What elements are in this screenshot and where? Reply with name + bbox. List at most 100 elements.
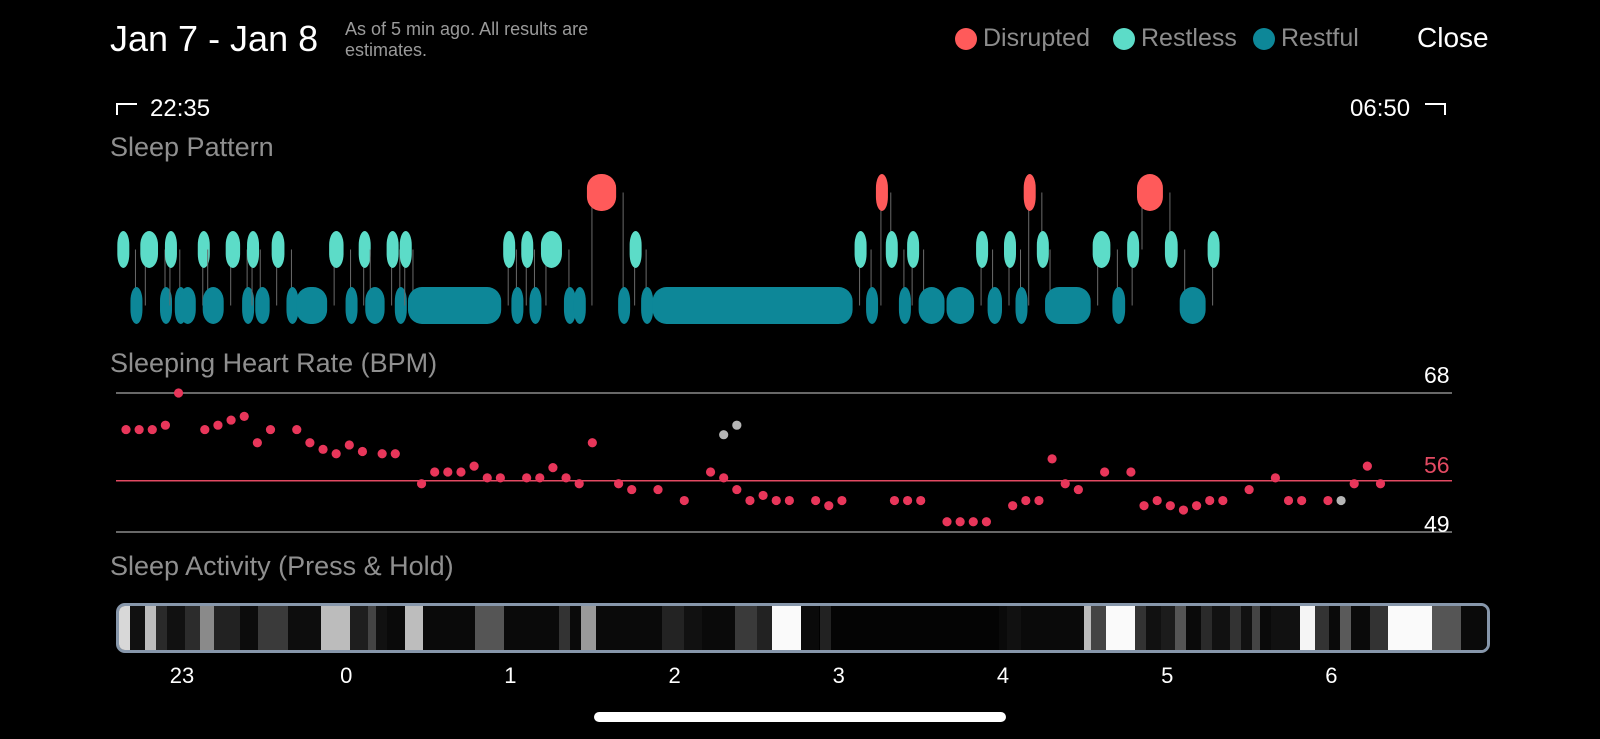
sleep-segment-restful bbox=[365, 287, 385, 324]
activity-block bbox=[1105, 606, 1135, 650]
hour-tick-label: 0 bbox=[340, 663, 353, 688]
sleep-segment-restless bbox=[629, 231, 642, 268]
sleep-segment-restful bbox=[179, 287, 196, 324]
sleep-segment-restless bbox=[247, 231, 260, 268]
activity-block bbox=[1340, 606, 1352, 650]
activity-block bbox=[199, 606, 215, 650]
hr-point bbox=[1139, 501, 1149, 511]
hour-tick-label: 2 bbox=[668, 663, 681, 688]
activity-block bbox=[423, 606, 475, 650]
hr-point-excluded bbox=[719, 430, 729, 440]
sleep-segment-restful bbox=[286, 287, 299, 324]
hr-point bbox=[265, 424, 276, 435]
hr-point bbox=[469, 461, 479, 471]
activity-block bbox=[155, 606, 167, 650]
activity-block bbox=[999, 606, 1007, 650]
hr-point bbox=[1218, 495, 1228, 506]
sleep-segment-restless bbox=[1207, 231, 1220, 268]
hr-point bbox=[226, 415, 236, 425]
sleep-segment-restful bbox=[573, 287, 586, 324]
hr-point bbox=[614, 479, 624, 489]
activity-block bbox=[240, 606, 259, 650]
activity-block bbox=[1369, 606, 1388, 650]
activity-block bbox=[702, 606, 736, 650]
sleep-segment-restless bbox=[117, 231, 130, 268]
activity-block bbox=[1351, 606, 1370, 650]
activity-block bbox=[1461, 606, 1487, 650]
sleep-pattern-title: Sleep Pattern bbox=[110, 132, 274, 162]
activity-block bbox=[1299, 606, 1315, 650]
hr-point bbox=[1375, 479, 1386, 489]
hr-point bbox=[147, 424, 157, 435]
sleep-segment-restless bbox=[358, 231, 371, 268]
sleep-segment-restful bbox=[1179, 287, 1206, 324]
sleep-activity-bar[interactable] bbox=[116, 603, 1490, 653]
sleep-segment-restless bbox=[885, 231, 898, 268]
sleep-segment-restless bbox=[540, 231, 562, 268]
sleep-segment-restful bbox=[641, 287, 654, 324]
activity-block bbox=[1175, 606, 1187, 650]
hr-point bbox=[968, 517, 978, 527]
activity-block bbox=[320, 606, 351, 650]
sleep-segment-restless bbox=[399, 231, 412, 268]
hr-point bbox=[1126, 467, 1136, 477]
activity-block bbox=[258, 606, 288, 650]
sleep-segment-disrupted bbox=[586, 174, 617, 211]
activity-block bbox=[214, 606, 241, 650]
start-time: 22:35 bbox=[116, 95, 210, 123]
sleep-segment-restful bbox=[1112, 287, 1126, 324]
activity-block bbox=[683, 606, 703, 650]
hr-point bbox=[1034, 495, 1044, 506]
hr-point bbox=[811, 495, 821, 506]
hr-point bbox=[679, 495, 689, 506]
activity-block bbox=[405, 606, 424, 650]
hour-tick-label: 3 bbox=[832, 663, 845, 688]
hr-point bbox=[627, 484, 637, 495]
hr-point bbox=[784, 495, 794, 506]
hr-point bbox=[1244, 484, 1254, 495]
sleep-segment-restful bbox=[946, 287, 975, 324]
sleep-segment-restful bbox=[242, 287, 255, 324]
hr-point bbox=[1073, 484, 1083, 495]
hr-point bbox=[955, 517, 965, 527]
sleep-segment-restless bbox=[907, 231, 920, 268]
activity-block bbox=[1145, 606, 1161, 650]
sleep-segment-restful bbox=[255, 287, 270, 324]
activity-block bbox=[1160, 606, 1176, 650]
sleep-segment-restless bbox=[164, 231, 177, 268]
sleep-segment-restful bbox=[652, 287, 853, 324]
activity-block bbox=[1259, 606, 1271, 650]
activity-block bbox=[757, 606, 772, 650]
hr-point bbox=[889, 495, 900, 506]
legend-label: Restful bbox=[1281, 24, 1359, 52]
sleep-segment-restful bbox=[407, 287, 502, 324]
hr-point bbox=[305, 438, 315, 448]
hr-point bbox=[1323, 495, 1333, 506]
home-indicator[interactable] bbox=[594, 712, 1006, 722]
sleep-segment-restless bbox=[1004, 231, 1016, 268]
hr-point bbox=[535, 473, 545, 483]
sleep-segment-restful bbox=[987, 287, 1002, 324]
hr-point bbox=[1270, 473, 1280, 483]
end-time-label: 06:50 bbox=[1350, 95, 1411, 122]
hour-tick-label: 4 bbox=[996, 663, 1010, 688]
bracket-right-icon bbox=[1425, 103, 1447, 115]
hr-point bbox=[173, 388, 184, 398]
hr-point bbox=[916, 495, 926, 506]
activity-block bbox=[350, 606, 369, 650]
sleep-segment-restless bbox=[521, 231, 534, 268]
hr-point bbox=[548, 463, 558, 473]
hr-max-label: 68 bbox=[1424, 362, 1450, 388]
sleep-activity-title: Sleep Activity (Press & Hold) bbox=[110, 551, 454, 581]
hr-point bbox=[574, 479, 584, 489]
activity-block bbox=[581, 606, 596, 650]
hour-tick-label: 6 bbox=[1325, 663, 1338, 688]
sleep-segment-restful bbox=[529, 287, 542, 324]
hr-point bbox=[758, 490, 768, 501]
hr-point bbox=[495, 473, 505, 483]
legend-item-disrupted: Disrupted bbox=[955, 24, 1090, 53]
hr-point-excluded bbox=[732, 420, 742, 430]
close-button[interactable]: Close bbox=[1417, 22, 1489, 53]
activity-block bbox=[830, 606, 1000, 650]
activity-block bbox=[801, 606, 820, 650]
